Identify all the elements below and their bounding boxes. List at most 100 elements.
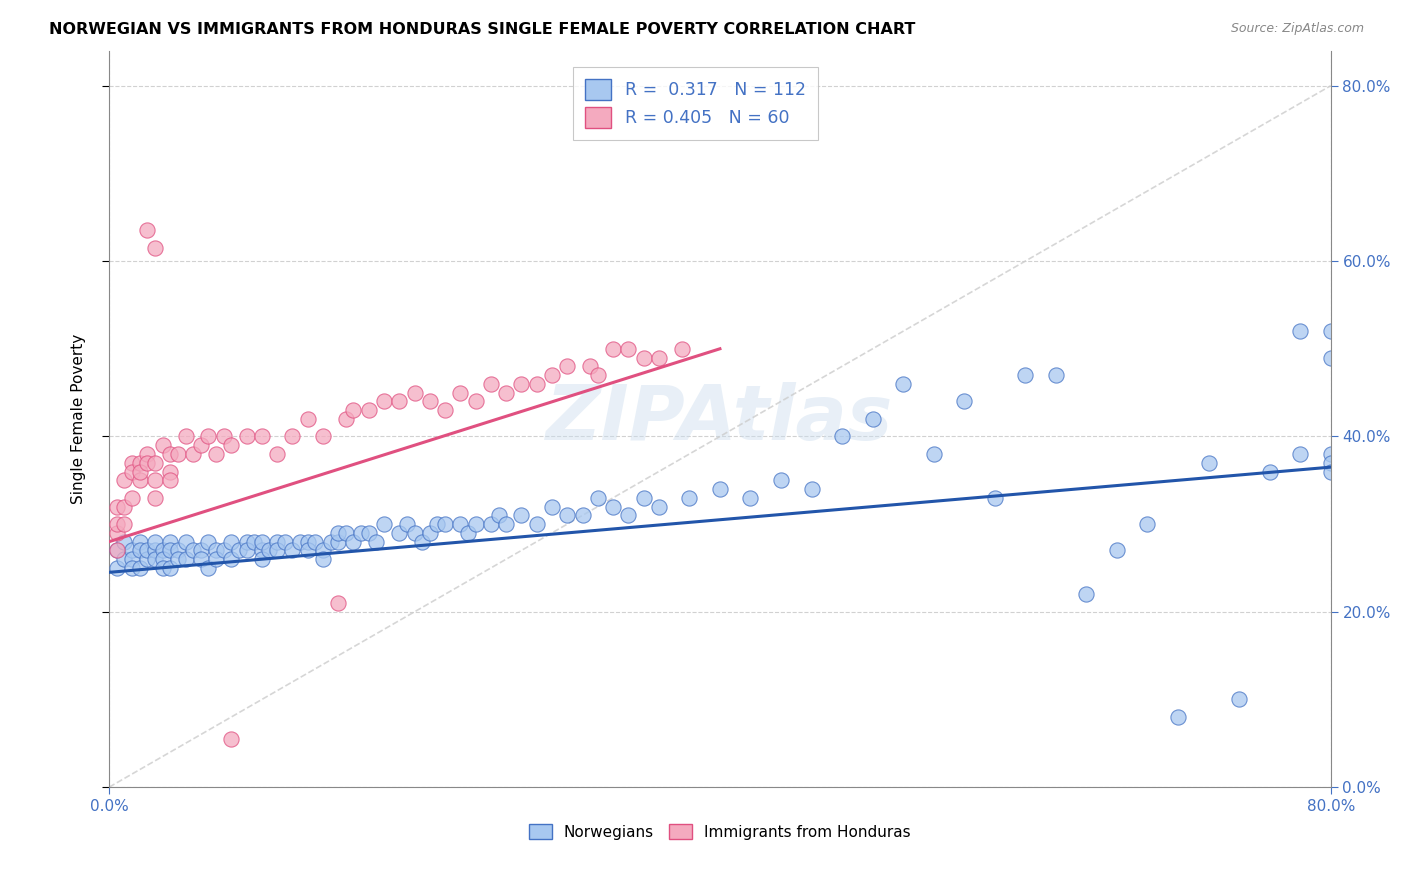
Point (1076, 587, 1098, 601)
Point (112, 473, 135, 487)
Point (143, 552, 166, 566)
Point (128, 561, 150, 575)
Point (366, 534, 388, 549)
Point (495, 385, 517, 400)
Point (922, 447, 945, 461)
Point (266, 543, 288, 558)
Point (328, 525, 350, 540)
Point (197, 429, 219, 443)
Point (112, 500, 135, 514)
Point (297, 534, 319, 549)
Point (891, 376, 914, 391)
Point (181, 543, 204, 558)
Point (602, 342, 624, 356)
Point (112, 552, 135, 566)
Point (479, 517, 502, 532)
Point (121, 491, 143, 505)
Point (143, 456, 166, 470)
Point (648, 500, 671, 514)
Point (411, 534, 433, 549)
Point (143, 543, 166, 558)
Point (174, 552, 197, 566)
Point (388, 525, 411, 540)
Point (259, 543, 281, 558)
Point (128, 465, 150, 479)
Point (357, 525, 380, 540)
Point (709, 482, 731, 496)
Point (510, 508, 533, 523)
Point (221, 534, 243, 549)
Point (250, 534, 273, 549)
Point (221, 438, 243, 452)
Point (159, 473, 181, 487)
Point (167, 543, 190, 558)
Point (434, 403, 457, 417)
Point (510, 376, 533, 391)
Point (281, 429, 304, 443)
Text: Source: ZipAtlas.com: Source: ZipAtlas.com (1230, 22, 1364, 36)
Point (479, 376, 502, 391)
Y-axis label: Single Female Poverty: Single Female Poverty (72, 334, 86, 504)
Point (862, 412, 884, 426)
Point (288, 534, 311, 549)
Point (586, 491, 609, 505)
Point (1289, 324, 1312, 338)
Point (205, 447, 228, 461)
Point (388, 394, 411, 409)
Point (228, 543, 250, 558)
Point (181, 447, 204, 461)
Point (617, 508, 640, 523)
Point (1319, 447, 1341, 461)
Point (335, 525, 357, 540)
Point (190, 543, 212, 558)
Point (1319, 465, 1341, 479)
Point (212, 429, 235, 443)
Point (304, 534, 326, 549)
Point (112, 517, 135, 532)
Point (281, 543, 304, 558)
Point (1105, 543, 1128, 558)
Point (128, 534, 150, 549)
Point (419, 525, 441, 540)
Point (328, 534, 350, 549)
Point (243, 534, 266, 549)
Point (319, 534, 342, 549)
Point (121, 465, 143, 479)
Point (769, 473, 792, 487)
Point (190, 438, 212, 452)
Point (648, 351, 671, 365)
Point (159, 465, 181, 479)
Point (1258, 465, 1281, 479)
Point (579, 359, 602, 374)
Point (235, 534, 257, 549)
Point (128, 473, 150, 487)
Point (449, 385, 471, 400)
Point (350, 525, 373, 540)
Point (297, 543, 319, 558)
Point (136, 447, 159, 461)
Point (1198, 456, 1220, 470)
Point (152, 561, 174, 575)
Point (136, 456, 159, 470)
Point (221, 731, 243, 746)
Point (121, 561, 143, 575)
Point (312, 552, 335, 566)
Point (395, 517, 418, 532)
Point (312, 429, 335, 443)
Point (105, 525, 128, 540)
Point (404, 385, 426, 400)
Point (1136, 517, 1159, 532)
Point (190, 552, 212, 566)
Point (426, 517, 449, 532)
Point (1045, 368, 1067, 382)
Point (633, 491, 655, 505)
Point (143, 473, 166, 487)
Legend: Norwegians, Immigrants from Honduras: Norwegians, Immigrants from Honduras (523, 818, 917, 846)
Point (250, 552, 273, 566)
Point (121, 456, 143, 470)
Point (105, 543, 128, 558)
Point (143, 241, 166, 255)
Point (143, 491, 166, 505)
Point (105, 543, 128, 558)
Point (121, 552, 143, 566)
